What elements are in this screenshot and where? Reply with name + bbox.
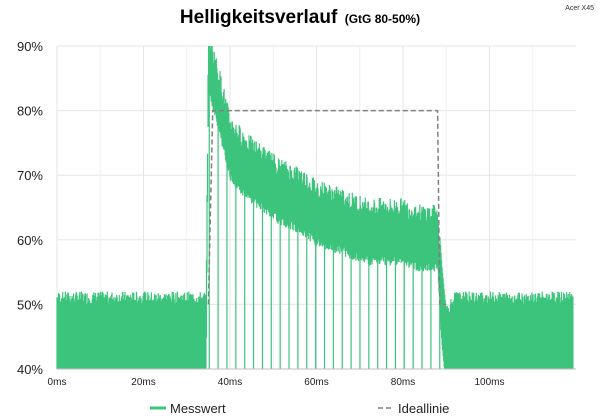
y-tick-label: 40% xyxy=(17,362,43,377)
chart-title-line: Helligkeitsverlauf (GtG 80-50%) xyxy=(180,7,420,28)
messwert-line xyxy=(56,46,574,369)
y-tick-label: 90% xyxy=(17,39,43,54)
series-messwert xyxy=(56,46,574,369)
series-ideallinie xyxy=(207,109,447,306)
x-tick-label: 40ms xyxy=(218,377,242,388)
x-tick-label: 80ms xyxy=(391,377,415,388)
legend: Messwert Ideallinie xyxy=(150,401,449,416)
y-tick-label: 80% xyxy=(17,104,43,119)
y-tick-labels: 40% 50% 60% 70% 80% 90% xyxy=(17,39,43,377)
ideallinie-line xyxy=(207,109,447,306)
x-tick-label: 20ms xyxy=(131,377,155,388)
corner-label: Acer X45 xyxy=(565,5,594,12)
y-tick-label: 60% xyxy=(17,233,43,248)
chart-title: Helligkeitsverlauf xyxy=(180,7,338,28)
x-tick-labels: 0ms 20ms 40ms 60ms 80ms 100ms xyxy=(48,377,505,388)
y-tick-label: 70% xyxy=(17,168,43,183)
legend-label-messwert: Messwert xyxy=(170,401,226,416)
legend-label-ideallinie: Ideallinie xyxy=(398,401,449,416)
x-tick-label: 0ms xyxy=(48,377,67,388)
chart-subtitle: (GtG 80-50%) xyxy=(345,12,420,26)
y-tick-label: 50% xyxy=(17,297,43,312)
x-tick-label: 100ms xyxy=(474,377,504,388)
x-tick-label: 60ms xyxy=(304,377,328,388)
